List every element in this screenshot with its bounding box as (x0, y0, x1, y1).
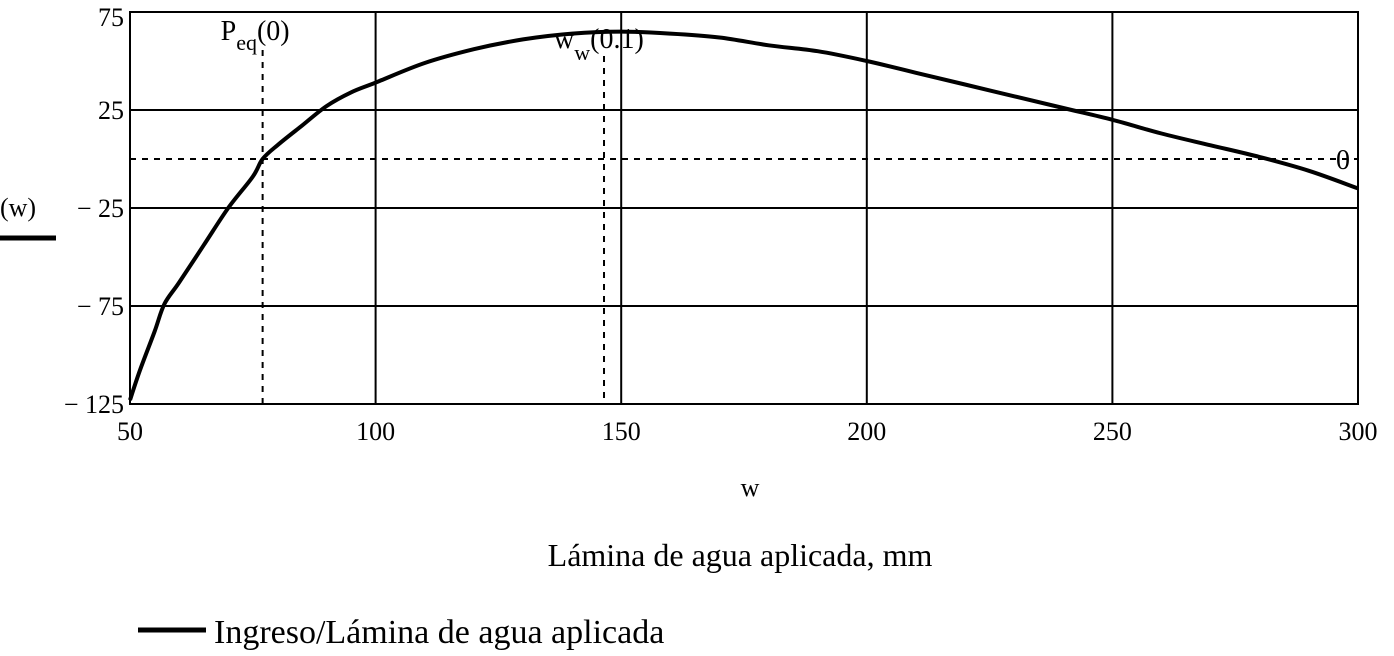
x-tick-label: 200 (847, 417, 886, 446)
series-layer (128, 29, 1359, 401)
y-tick-label: − 25 (77, 194, 124, 223)
annotation-markers (130, 50, 1358, 404)
x-tick-label: 50 (117, 417, 143, 446)
y-axis-label: (w) (0, 193, 36, 222)
w-w-main: w (554, 24, 575, 55)
y-tick-label: − 75 (77, 292, 124, 321)
x-axis-label: w (741, 473, 760, 502)
chart-subtitle: Lámina de agua aplicada, mm (548, 537, 933, 573)
x-tick-label: 100 (356, 417, 395, 446)
y-tick-labels: 75 25 − 25 − 75 − 125 (64, 3, 124, 419)
w-w-sub: w (574, 40, 590, 65)
w-w-annotation: ww(0.1) (554, 24, 644, 65)
x-tick-label: 250 (1093, 417, 1132, 446)
w-w-arg: (0.1) (590, 24, 644, 55)
y-tick-label: 75 (98, 3, 124, 32)
plot-frame (129, 11, 1359, 405)
x-tick-labels: 50 100 150 200 250 300 (117, 417, 1378, 446)
legend: Ingreso/Lámina de agua aplicada (138, 614, 664, 651)
p-eq-sub: eq (236, 30, 257, 55)
series-line (128, 29, 1359, 401)
zero-line-label: 0 (1336, 145, 1350, 176)
x-tick-label: 150 (602, 417, 641, 446)
p-eq-arg: (0) (257, 16, 290, 47)
x-tick-label: 300 (1339, 417, 1378, 446)
y-tick-label: 25 (98, 96, 124, 125)
p-eq-annotation: Peq(0) (221, 16, 290, 55)
grid-lines (130, 12, 1358, 404)
p-eq-main: P (221, 16, 237, 47)
y-tick-label: − 125 (64, 390, 124, 419)
legend-label: Ingreso/Lámina de agua aplicada (214, 614, 664, 651)
